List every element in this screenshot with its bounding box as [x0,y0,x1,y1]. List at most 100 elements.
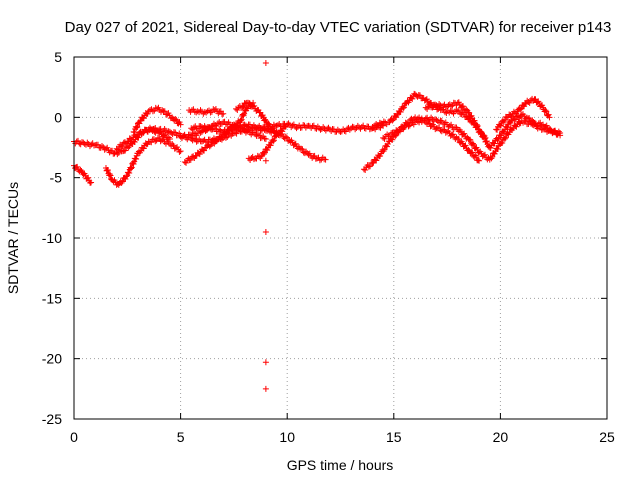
data-point [517,106,524,113]
data-point [494,126,501,133]
data-point [401,104,408,111]
data-point [184,134,191,141]
data-point [450,131,457,138]
data-point [193,138,200,145]
data-point [246,100,253,107]
data-point [282,133,289,140]
data-point [213,122,220,129]
data-point [128,165,135,172]
data-point [262,136,269,143]
data-point [233,105,240,112]
data-point [98,142,105,149]
data-point [281,123,288,130]
data-point [317,126,324,133]
data-point [513,123,520,130]
data-point [107,172,114,179]
data-point [173,116,180,123]
data-point [160,136,167,143]
data-point [238,124,245,131]
y-tick-label: -25 [42,411,62,427]
data-point [192,130,199,137]
data-point [440,126,447,133]
data-point [161,108,168,115]
data-point [429,104,436,111]
data-point [196,151,203,158]
data-point [474,122,481,129]
data-point [251,102,258,109]
data-point [367,163,374,170]
data-point [128,164,135,171]
x-tick-label: 10 [279,429,295,445]
data-point [405,123,412,130]
data-point [497,122,504,129]
data-point [176,148,183,155]
data-point [416,119,423,126]
data-point [261,150,268,157]
tick-labels: 0 5 10 15 20 25 5 0 -5 -10 -15 -20 -25 [42,49,615,445]
data-point [381,146,388,153]
data-point [126,169,133,176]
data-point [453,106,460,113]
plot-border [73,56,608,420]
data-point [261,135,268,142]
data-point [149,108,156,115]
data-point [177,133,184,140]
data-point [144,110,151,117]
x-axis-label: GPS time / hours [287,457,394,473]
data-point [292,140,299,147]
data-point [497,122,504,129]
data-point [397,109,404,116]
data-point [352,126,359,133]
data-point [433,116,440,123]
data-point [425,103,432,110]
outlier-point [262,359,269,366]
data-point [289,122,296,129]
data-point [154,105,161,112]
data-point [265,120,272,127]
data-point [148,126,155,133]
data-point [88,141,95,148]
data-point [129,159,136,166]
data-point [471,117,478,124]
data-point [282,123,289,130]
x-tick-label: 5 [177,429,185,445]
data-point [376,119,383,126]
data-point [153,137,160,144]
data-point [381,135,388,142]
data-point [239,111,246,118]
data-point [237,123,244,130]
data-point [469,149,476,156]
data-point [104,167,111,174]
y-tick-label: -20 [42,351,62,367]
data-point [362,166,369,173]
data-point [212,125,219,132]
data-point [133,155,140,162]
data-point [498,132,505,139]
data-point [190,135,197,142]
data-point [225,127,232,134]
data-point [229,127,236,134]
data-point [177,121,184,128]
data-point [204,108,211,115]
data-point [138,130,145,137]
data-point [140,129,147,136]
data-point [526,115,533,122]
data-point [461,130,468,137]
data-point [122,147,129,154]
data-point [257,124,264,131]
data-point [169,141,176,148]
data-point [194,125,201,132]
data-point [76,140,83,147]
data-point [237,117,244,124]
data-point [551,127,558,134]
data-point [542,107,549,114]
data-point [473,121,480,128]
data-point [250,156,257,163]
data-point [140,115,147,122]
data-point [209,126,216,133]
data-point [488,155,495,162]
data-point [552,128,559,135]
outlier-point [262,60,269,67]
data-point [111,150,118,157]
